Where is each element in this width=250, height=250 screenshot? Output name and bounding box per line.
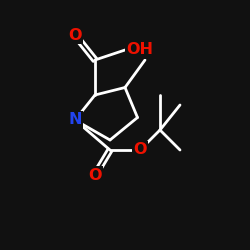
Text: N: N [68, 112, 82, 128]
Text: OH: OH [126, 42, 153, 58]
Text: O: O [68, 28, 82, 42]
Text: O: O [88, 168, 102, 182]
Text: O: O [133, 142, 147, 158]
